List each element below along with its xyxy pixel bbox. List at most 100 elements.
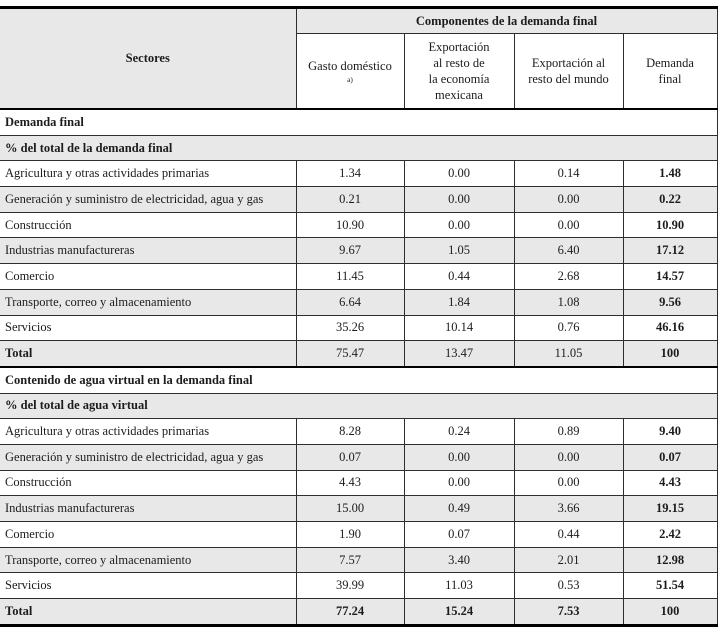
value-cell-total: 10.90 bbox=[622, 211, 718, 239]
sector-label: Comercio bbox=[0, 263, 297, 290]
column-header-label: Exportación al resto del mundo bbox=[528, 55, 609, 86]
value-cell: 15.24 bbox=[403, 598, 515, 626]
sector-label: Transporte, correo y almacenamiento bbox=[0, 288, 297, 316]
section-title-row: Demanda final bbox=[0, 108, 718, 136]
value-cell: 15.00 bbox=[295, 495, 405, 522]
value-cell: 1.90 bbox=[295, 521, 405, 548]
value-cell-total: 100 bbox=[622, 598, 718, 626]
value-cell-total: 0.07 bbox=[622, 443, 718, 471]
value-cell: 1.34 bbox=[295, 160, 405, 188]
section-subtitle: % del total de agua virtual bbox=[0, 392, 718, 420]
column-header-exportacion-economia: Exportación al resto de la economía mexi… bbox=[403, 33, 515, 110]
column-header-label: Demanda final bbox=[646, 55, 694, 86]
value-cell: 2.01 bbox=[513, 546, 624, 574]
value-cell: 39.99 bbox=[295, 572, 405, 600]
value-cell-total: 17.12 bbox=[622, 237, 718, 265]
header-sub-row: Gasto doméstico a) Exportación al resto … bbox=[0, 33, 718, 110]
table-row: Servicios 35.26 10.14 0.76 46.16 bbox=[0, 314, 718, 342]
table-row: Construcción 4.43 0.00 0.00 4.43 bbox=[0, 469, 718, 497]
table-row: Agricultura y otras actividades primaria… bbox=[0, 418, 718, 445]
value-cell: 0.07 bbox=[295, 443, 405, 471]
value-cell-total: 51.54 bbox=[622, 572, 718, 600]
value-cell: 0.00 bbox=[403, 186, 515, 213]
total-row: Total 77.24 15.24 7.53 100 bbox=[0, 598, 718, 626]
value-cell-total: 19.15 bbox=[622, 495, 718, 522]
value-cell: 13.47 bbox=[403, 340, 515, 368]
table-body: Demanda final % del total de la demanda … bbox=[0, 108, 718, 626]
sector-label: Comercio bbox=[0, 521, 297, 548]
value-cell: 6.40 bbox=[513, 237, 624, 265]
value-cell: 1.05 bbox=[403, 237, 515, 265]
value-cell: 7.57 bbox=[295, 546, 405, 574]
value-cell-total: 12.98 bbox=[622, 546, 718, 574]
sector-label: Industrias manufactureras bbox=[0, 495, 297, 522]
value-cell: 2.68 bbox=[513, 263, 624, 290]
value-cell: 0.24 bbox=[403, 418, 515, 445]
value-cell: 0.53 bbox=[513, 572, 624, 600]
value-cell: 0.21 bbox=[295, 186, 405, 213]
value-cell: 0.00 bbox=[403, 443, 515, 471]
table-row: Transporte, correo y almacenamiento 6.64… bbox=[0, 288, 718, 316]
value-cell: 75.47 bbox=[295, 340, 405, 368]
value-cell: 3.66 bbox=[513, 495, 624, 522]
table-row: Transporte, correo y almacenamiento 7.57… bbox=[0, 546, 718, 574]
header-group-row: Sectores Componentes de la demanda final bbox=[0, 7, 718, 110]
sector-label: Generación y suministro de electricidad,… bbox=[0, 443, 297, 471]
table-header: Sectores Componentes de la demanda final… bbox=[0, 7, 718, 110]
table-row: Agricultura y otras actividades primaria… bbox=[0, 160, 718, 188]
column-header-demanda-final: Demanda final bbox=[622, 33, 718, 110]
footnote-marker: a) bbox=[347, 75, 353, 85]
value-cell: 0.00 bbox=[513, 443, 624, 471]
section-title: Contenido de agua virtual en la demanda … bbox=[0, 365, 718, 394]
column-header-label: Gasto doméstico bbox=[308, 59, 392, 74]
value-cell: 4.43 bbox=[295, 469, 405, 497]
value-cell: 0.00 bbox=[513, 469, 624, 497]
value-cell: 10.14 bbox=[403, 314, 515, 342]
value-cell: 3.40 bbox=[403, 546, 515, 574]
column-header-label: Exportación al resto de la economía mexi… bbox=[428, 39, 490, 103]
table-row: Comercio 11.45 0.44 2.68 14.57 bbox=[0, 263, 718, 290]
column-header-gasto-domestico: Gasto doméstico a) bbox=[296, 33, 405, 110]
value-cell: 0.44 bbox=[513, 521, 624, 548]
value-cell: 0.00 bbox=[513, 211, 624, 239]
value-cell: 0.89 bbox=[513, 418, 624, 445]
value-cell-total: 14.57 bbox=[622, 263, 718, 290]
value-cell: 7.53 bbox=[513, 598, 624, 626]
value-cell: 0.49 bbox=[403, 495, 515, 522]
sector-label: Servicios bbox=[0, 314, 297, 342]
sector-label: Generación y suministro de electricidad,… bbox=[0, 186, 297, 213]
value-cell-total: 9.56 bbox=[622, 288, 718, 316]
sector-label: Construcción bbox=[0, 469, 297, 497]
value-cell: 11.45 bbox=[295, 263, 405, 290]
value-cell: 35.26 bbox=[295, 314, 405, 342]
section-subtitle: % del total de la demanda final bbox=[0, 134, 718, 162]
total-label: Total bbox=[0, 340, 297, 368]
value-cell-total: 1.48 bbox=[622, 160, 718, 188]
value-cell: 0.00 bbox=[403, 211, 515, 239]
value-cell: 0.07 bbox=[403, 521, 515, 548]
value-cell: 8.28 bbox=[295, 418, 405, 445]
section-subtitle-row: % del total de la demanda final bbox=[0, 134, 718, 162]
demand-components-table: Sectores Componentes de la demanda final… bbox=[0, 6, 718, 627]
table-row: Generación y suministro de electricidad,… bbox=[0, 186, 718, 213]
value-cell-total: 100 bbox=[622, 340, 718, 368]
table-row: Comercio 1.90 0.07 0.44 2.42 bbox=[0, 521, 718, 548]
sector-label: Industrias manufactureras bbox=[0, 237, 297, 265]
group-column-header: Componentes de la demanda final bbox=[295, 7, 718, 34]
value-cell: 9.67 bbox=[295, 237, 405, 265]
value-cell: 1.84 bbox=[403, 288, 515, 316]
total-label: Total bbox=[0, 598, 297, 626]
value-cell: 11.03 bbox=[403, 572, 515, 600]
value-cell: 0.00 bbox=[403, 469, 515, 497]
value-cell: 0.14 bbox=[513, 160, 624, 188]
value-cell: 6.64 bbox=[295, 288, 405, 316]
value-cell-total: 4.43 bbox=[622, 469, 718, 497]
value-cell: 1.08 bbox=[513, 288, 624, 316]
value-cell-total: 0.22 bbox=[622, 186, 718, 213]
value-cell-total: 9.40 bbox=[622, 418, 718, 445]
section-title-row: Contenido de agua virtual en la demanda … bbox=[0, 365, 718, 394]
column-header-exportacion-mundo: Exportación al resto del mundo bbox=[513, 33, 624, 110]
section-subtitle-row: % del total de agua virtual bbox=[0, 392, 718, 420]
sector-label: Agricultura y otras actividades primaria… bbox=[0, 418, 297, 445]
